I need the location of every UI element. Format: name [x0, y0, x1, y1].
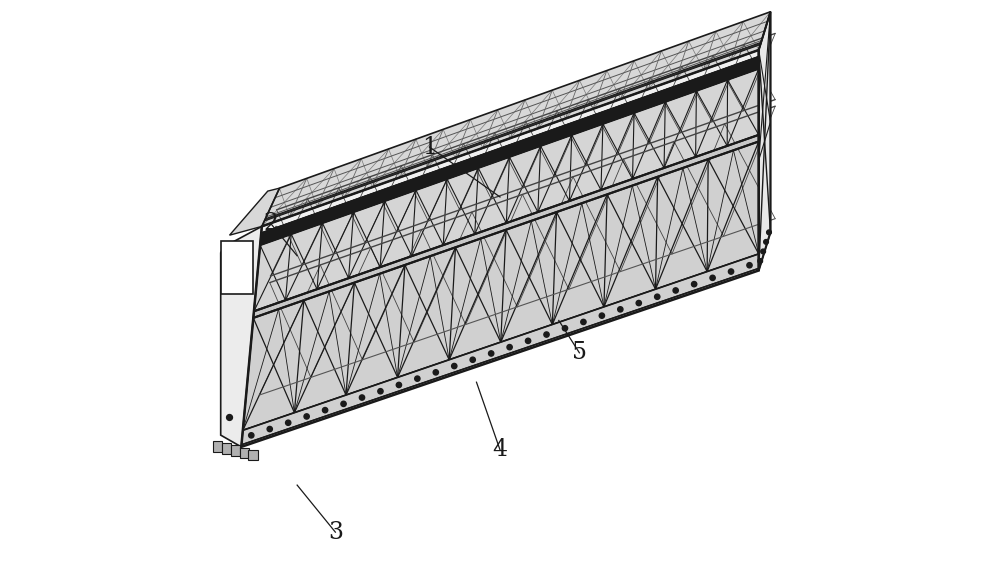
Circle shape [655, 294, 660, 299]
Circle shape [433, 370, 438, 375]
Circle shape [378, 389, 383, 394]
Circle shape [227, 415, 232, 420]
Polygon shape [317, 212, 354, 289]
Polygon shape [759, 12, 770, 270]
Polygon shape [727, 69, 759, 146]
Bar [231, 446, 240, 456]
Bar [248, 450, 258, 460]
Text: 1: 1 [422, 135, 437, 159]
Text: 3: 3 [328, 520, 343, 544]
Circle shape [249, 433, 254, 438]
Polygon shape [349, 201, 385, 278]
Polygon shape [346, 265, 405, 395]
Circle shape [322, 407, 328, 413]
Circle shape [761, 249, 765, 254]
Circle shape [304, 414, 309, 419]
Polygon shape [696, 80, 728, 157]
Polygon shape [380, 190, 416, 267]
Text: 4: 4 [492, 438, 508, 462]
Polygon shape [230, 188, 280, 235]
Polygon shape [260, 56, 759, 245]
Circle shape [562, 326, 568, 331]
Text: 5: 5 [572, 341, 587, 365]
Polygon shape [254, 234, 291, 311]
Polygon shape [601, 113, 634, 190]
Polygon shape [294, 283, 354, 413]
Circle shape [267, 426, 272, 432]
Polygon shape [633, 102, 665, 179]
Polygon shape [221, 226, 262, 447]
Text: 2: 2 [263, 212, 278, 235]
Polygon shape [759, 12, 770, 270]
Polygon shape [449, 230, 506, 360]
Circle shape [599, 313, 605, 318]
Polygon shape [538, 135, 572, 212]
Polygon shape [262, 12, 770, 226]
Circle shape [470, 357, 475, 362]
Polygon shape [475, 157, 509, 234]
Circle shape [396, 382, 402, 387]
Bar [221, 241, 253, 294]
Polygon shape [569, 124, 603, 201]
Circle shape [764, 239, 768, 244]
Circle shape [691, 282, 697, 287]
Circle shape [489, 351, 494, 356]
Polygon shape [260, 56, 759, 245]
Circle shape [525, 338, 531, 343]
Circle shape [728, 269, 734, 274]
Polygon shape [707, 142, 759, 272]
Polygon shape [241, 254, 759, 445]
Polygon shape [664, 91, 696, 168]
Circle shape [618, 307, 623, 312]
Circle shape [747, 263, 752, 268]
Circle shape [359, 395, 365, 400]
Circle shape [544, 332, 549, 337]
Circle shape [286, 420, 291, 425]
Circle shape [710, 275, 715, 280]
Circle shape [767, 230, 771, 235]
Polygon shape [501, 212, 557, 342]
Polygon shape [412, 179, 447, 256]
Polygon shape [241, 50, 759, 447]
Polygon shape [656, 159, 708, 289]
Polygon shape [443, 168, 478, 245]
Bar [240, 447, 249, 458]
Circle shape [452, 363, 457, 369]
Circle shape [341, 401, 346, 406]
Polygon shape [552, 195, 607, 325]
Circle shape [581, 319, 586, 325]
Polygon shape [264, 42, 761, 221]
Circle shape [507, 345, 512, 350]
Polygon shape [604, 177, 658, 307]
Polygon shape [285, 223, 322, 300]
Polygon shape [398, 248, 455, 377]
Bar [213, 441, 222, 452]
Bar [222, 443, 231, 454]
Polygon shape [243, 300, 304, 430]
Circle shape [758, 259, 763, 263]
Polygon shape [253, 135, 759, 318]
Polygon shape [506, 146, 541, 223]
Circle shape [415, 376, 420, 381]
Circle shape [673, 288, 678, 293]
Circle shape [636, 300, 641, 306]
